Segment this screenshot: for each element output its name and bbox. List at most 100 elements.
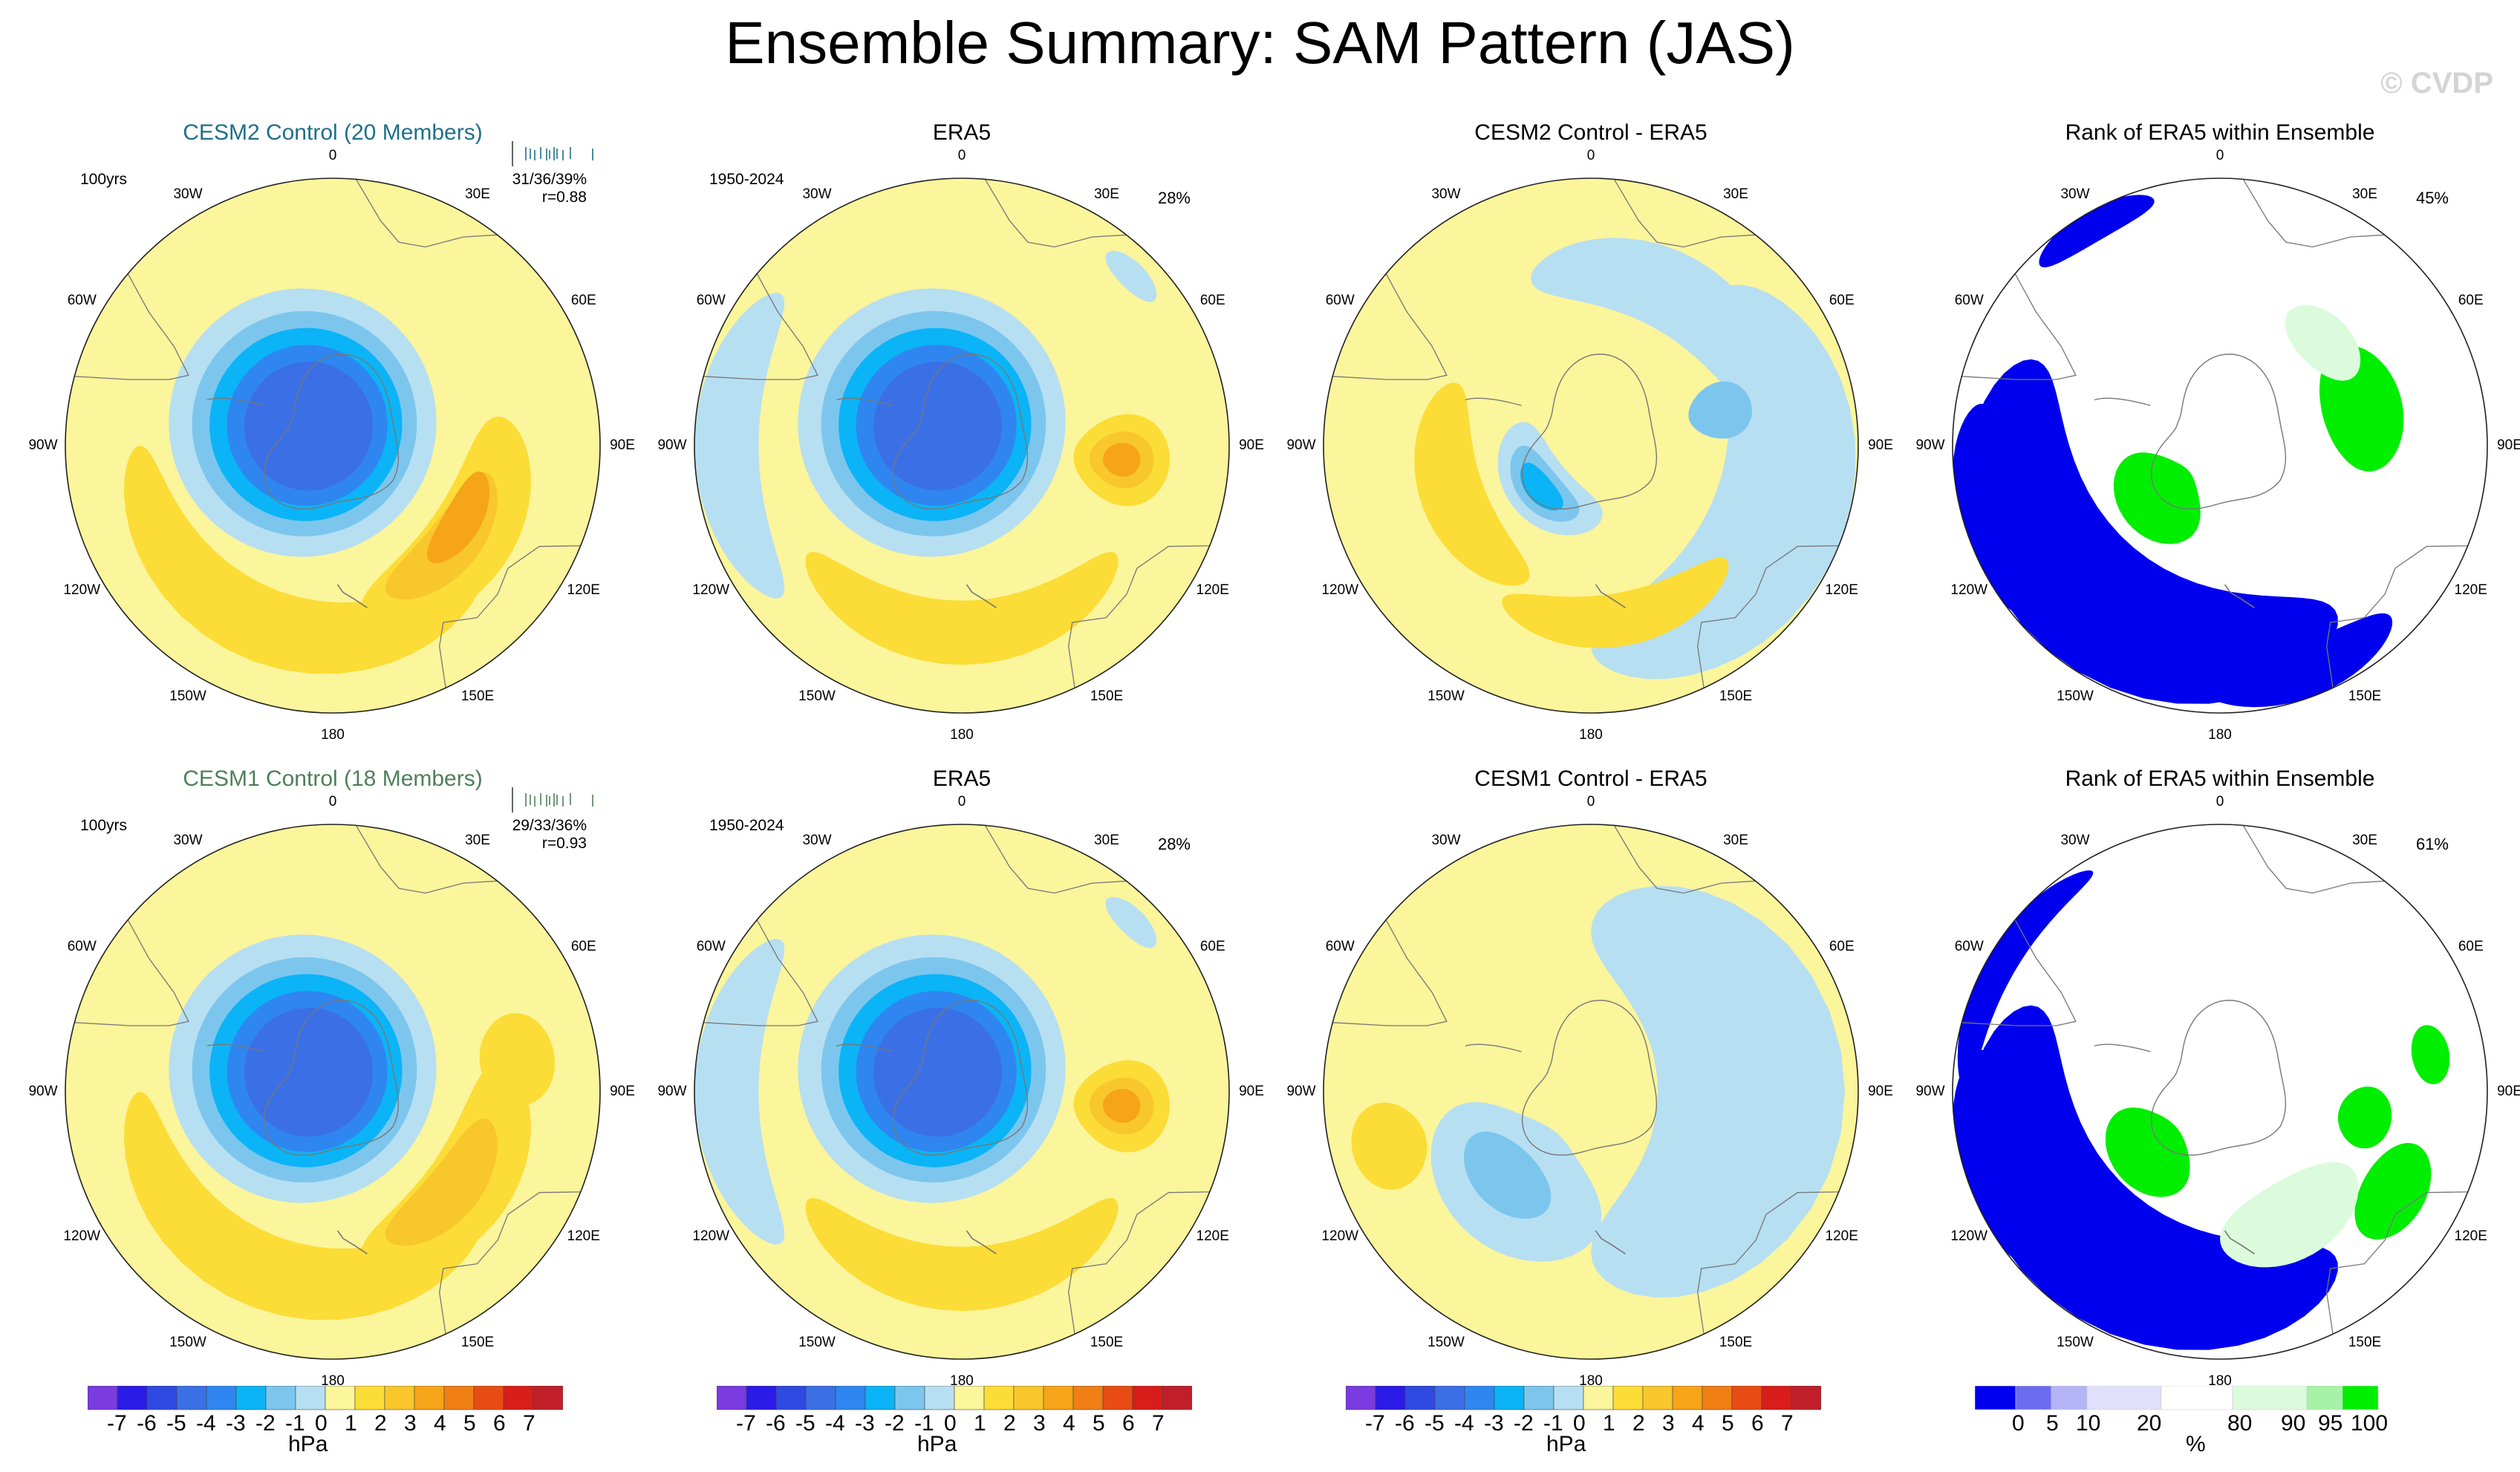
lon-label-0: 0	[328, 794, 337, 810]
lon-label-120E: 120E	[1196, 1228, 1229, 1244]
explained-variance: 31/36/39%	[512, 171, 587, 188]
colorbar-tick-label: 0	[2012, 1411, 2025, 1436]
panel-era5-bottom: ERA5 1950-2024 28% 0 30E 60E 90E 120E 150E 180 150…	[657, 766, 1263, 1420]
lon-label-150W: 150W	[169, 1334, 206, 1350]
coastlines	[74, 179, 581, 688]
colorbar-tick-label: 0	[1573, 1411, 1586, 1436]
panel-title: Rank of ERA5 within Ensemble	[2065, 120, 2375, 145]
colorbar-swatch	[1345, 1385, 1376, 1410]
panel-stats: 31/36/39% r=0.88	[512, 171, 587, 206]
panel-title: ERA5	[932, 120, 992, 145]
polar-map	[65, 824, 601, 1360]
panel-rank-top: Rank of ERA5 within Ensemble 45% 0 30E 60E 90…	[1915, 120, 2520, 774]
lon-label-30E: 30E	[2352, 186, 2377, 203]
colorbar-tick-label: 95	[2318, 1411, 2343, 1436]
colorbar-tick-label: -5	[166, 1411, 186, 1436]
colorbar-tick-label: 4	[1063, 1411, 1075, 1436]
panel-cesm1-minus-era5: CESM1 Control - ERA5 0 30E 60E 90E 120E 150E 18…	[1286, 766, 1892, 1420]
colorbar-swatch	[1702, 1385, 1733, 1410]
lon-label-150E: 150E	[1719, 688, 1753, 704]
colorbar-tick-label: 3	[1033, 1411, 1046, 1436]
lon-label-120E: 120E	[1825, 582, 1858, 598]
lon-label-60E: 60E	[1829, 293, 1855, 308]
lon-label-120W: 120W	[1950, 582, 1988, 598]
colorbar-swatch	[2161, 1385, 2233, 1410]
watermark-cvdp: © CVDP	[2380, 67, 2493, 100]
pattern-correlation: r=0.88	[541, 189, 587, 206]
colorbar-tick-label: -4	[196, 1411, 216, 1436]
lon-label-90E: 90E	[610, 437, 635, 453]
coastlines	[1961, 179, 2468, 688]
lon-label-30E: 30E	[1094, 833, 1119, 849]
colorbar-tick-label: 2	[374, 1411, 387, 1436]
lon-label-30W: 30W	[2060, 833, 2090, 849]
lon-label-60E: 60E	[2458, 293, 2484, 308]
lon-label-150W: 150W	[798, 1334, 836, 1350]
colorbar-swatch	[414, 1385, 445, 1410]
lon-label-120W: 120W	[1950, 1228, 1988, 1244]
colorbar-swatch	[835, 1385, 866, 1410]
colorbar-swatch	[235, 1385, 267, 1410]
lon-label-120W: 120W	[1321, 582, 1359, 598]
colorbar-swatch	[533, 1385, 564, 1410]
colorbar-tick-label: -7	[736, 1411, 756, 1436]
colorbar-swatch	[1612, 1385, 1644, 1410]
colorbar-tick-label: -1	[1543, 1411, 1563, 1436]
colorbar-swatch	[1013, 1385, 1044, 1410]
lon-label-120W: 120W	[692, 1228, 730, 1244]
colorbar-swatch	[384, 1385, 415, 1410]
panel-rank-bottom: Rank of ERA5 within Ensemble 61% 0 30E 60E 90…	[1915, 766, 2520, 1420]
colorbar-tick-label: 20	[2137, 1411, 2162, 1436]
coastlines	[1961, 825, 2468, 1335]
colorbar-tick-label: -3	[226, 1411, 246, 1436]
colorbar-units: hPa	[288, 1432, 328, 1456]
lon-label-0: 0	[1586, 148, 1595, 163]
lon-label-180: 180	[321, 1373, 345, 1389]
colorbar-tick-label: -7	[1365, 1411, 1385, 1436]
panel-title: CESM2 Control (20 Members)	[183, 120, 483, 145]
lon-label-30E: 30E	[1094, 186, 1119, 203]
colorbar-tick-label: 3	[404, 1411, 417, 1436]
lon-label-120E: 120E	[567, 582, 600, 598]
colorbar-tick-label: -2	[885, 1411, 905, 1436]
member-spread-ticks	[512, 141, 593, 166]
colorbar-swatch	[716, 1385, 747, 1410]
lon-label-90E: 90E	[1868, 1084, 1893, 1099]
colorbar-swatch	[1642, 1385, 1673, 1410]
lon-label-90E: 90E	[2497, 1084, 2520, 1099]
lon-label-30W: 30W	[802, 186, 832, 203]
lon-label-90W: 90W	[1286, 1084, 1316, 1099]
colorbar-swatch	[117, 1385, 148, 1410]
lon-label-150W: 150W	[2057, 688, 2094, 704]
panel-cesm2-control: CESM2 Control (20 Members) 100yrs 31/36/39…	[28, 120, 634, 774]
colorbar-tick-label: 7	[523, 1411, 535, 1436]
polar-map	[1952, 178, 2488, 714]
lon-label-30W: 30W	[173, 186, 203, 203]
colorbar-tick-label: 4	[1692, 1411, 1705, 1436]
lon-label-120E: 120E	[2454, 1228, 2487, 1244]
lon-label-90E: 90E	[610, 1084, 635, 1099]
lon-label-150E: 150E	[1090, 1334, 1124, 1350]
colorbar-units: %	[2186, 1432, 2206, 1456]
lon-label-60W: 60W	[696, 939, 726, 954]
colorbar-swatch	[1072, 1385, 1104, 1410]
lon-label-60E: 60E	[1829, 939, 1855, 954]
colorbar-tick-label: 5	[1722, 1411, 1734, 1436]
colorbar-swatch	[473, 1385, 504, 1410]
colorbar-swatch	[983, 1385, 1015, 1410]
lon-label-30W: 30W	[802, 833, 832, 849]
coastlines	[703, 179, 1210, 688]
colorbar-tick-label: 2	[1632, 1411, 1645, 1436]
colorbar-tick-label: -6	[1395, 1411, 1415, 1436]
colorbar-swatch	[894, 1385, 925, 1410]
lon-label-90W: 90W	[1915, 437, 1945, 453]
panel-title: Rank of ERA5 within Ensemble	[2065, 766, 2375, 791]
colorbar-swatch	[1404, 1385, 1436, 1410]
colorbar-tick-label: 5	[463, 1411, 476, 1436]
lon-label-150W: 150W	[798, 688, 836, 704]
colorbar-tick-label: -3	[1484, 1411, 1504, 1436]
colorbar-tick-label: 90	[2281, 1411, 2306, 1436]
panel-years: 1950-2024	[709, 817, 784, 834]
colorbar-swatch	[1731, 1385, 1762, 1410]
colorbar-tick-label: 0	[315, 1411, 328, 1436]
